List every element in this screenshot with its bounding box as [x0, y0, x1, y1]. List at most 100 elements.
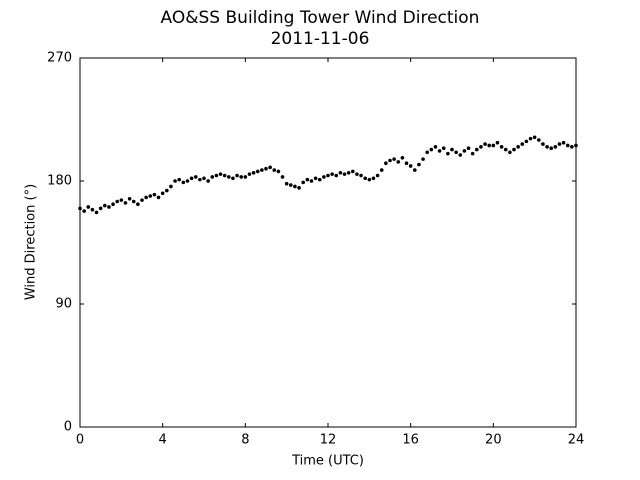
data-point [169, 184, 173, 189]
y-axis-label: Wind Direction (°) [24, 184, 39, 300]
data-point [165, 188, 169, 193]
y-tick-label: 0 [64, 420, 72, 435]
y-tick-label: 180 [47, 174, 72, 189]
data-point [111, 202, 115, 207]
data-point [156, 195, 161, 200]
data-point [466, 146, 471, 150]
data-point [144, 195, 148, 200]
data-point [251, 171, 256, 175]
data-point [541, 142, 545, 146]
data-point [247, 172, 252, 176]
data-point [417, 162, 421, 167]
data-point [255, 169, 260, 174]
data-point [309, 179, 314, 183]
data-point [408, 164, 413, 168]
data-point [177, 177, 181, 182]
data-point [437, 149, 442, 153]
data-point [305, 177, 310, 182]
data-point [450, 147, 454, 152]
data-point [276, 169, 281, 174]
x-tick-label: 4 [159, 433, 167, 448]
data-point [524, 139, 529, 144]
data-point [289, 183, 293, 187]
data-point [293, 184, 297, 189]
data-point [160, 191, 165, 196]
data-point [193, 175, 198, 179]
data-point [404, 161, 409, 166]
data-point [487, 143, 492, 148]
data-point [181, 180, 186, 185]
data-point [545, 145, 549, 149]
data-point [561, 140, 566, 145]
data-point [107, 205, 111, 209]
data-point [322, 175, 326, 179]
data-point [475, 147, 479, 152]
data-point [520, 142, 525, 146]
data-point [458, 153, 463, 157]
data-point [202, 176, 206, 181]
data-point [131, 199, 136, 204]
x-axis-label: Time (UTC) [291, 454, 364, 469]
data-point [499, 145, 504, 149]
data-point [441, 146, 446, 150]
data-point [140, 198, 144, 202]
data-point [396, 160, 401, 164]
data-point [537, 138, 541, 142]
data-point [222, 173, 227, 178]
data-point [264, 166, 268, 171]
data-point [78, 206, 82, 211]
data-point [528, 136, 533, 141]
data-point [400, 155, 405, 160]
x-tick-label: 8 [241, 433, 249, 448]
data-point [346, 171, 351, 175]
data-point [495, 140, 500, 145]
data-point [127, 196, 132, 201]
data-point [284, 181, 289, 186]
data-point [429, 147, 434, 152]
x-tick-label: 24 [568, 433, 585, 448]
data-point [503, 147, 508, 152]
data-point [549, 146, 553, 150]
data-point [446, 151, 450, 156]
data-point [557, 142, 562, 146]
chart-subtitle: 2011-11-06 [271, 29, 370, 49]
data-point [433, 145, 438, 149]
data-point [260, 168, 264, 172]
data-point [148, 194, 153, 198]
x-tick-label: 20 [485, 433, 502, 448]
data-point [173, 179, 177, 183]
data-point [297, 186, 301, 190]
data-point [330, 172, 334, 176]
data-point [218, 172, 223, 176]
data-point [301, 180, 306, 185]
data-point [210, 175, 215, 179]
data-point [470, 151, 475, 156]
data-point [454, 150, 458, 155]
data-point [313, 176, 318, 181]
data-point [375, 173, 380, 178]
data-point [516, 145, 520, 149]
data-point [384, 161, 388, 166]
data-point [421, 157, 425, 161]
data-point [235, 173, 239, 178]
data-point [227, 175, 231, 179]
data-point [123, 201, 128, 205]
data-point [462, 149, 467, 153]
data-point [94, 210, 99, 215]
chart-title: AO&SS Building Tower Wind Direction [161, 8, 480, 28]
data-point [512, 147, 516, 152]
x-tick-label: 16 [402, 433, 419, 448]
plot-frame [79, 57, 577, 428]
data-point [198, 177, 202, 182]
data-point [363, 176, 368, 181]
data-point [206, 179, 210, 183]
data-point [338, 171, 343, 175]
data-point [90, 207, 95, 212]
data-point [413, 168, 417, 172]
y-tick-label: 90 [55, 297, 72, 312]
data-point [115, 199, 119, 204]
y-tick-label: 270 [47, 51, 72, 66]
data-point [553, 145, 558, 149]
data-point [189, 176, 194, 181]
data-point [231, 176, 235, 181]
